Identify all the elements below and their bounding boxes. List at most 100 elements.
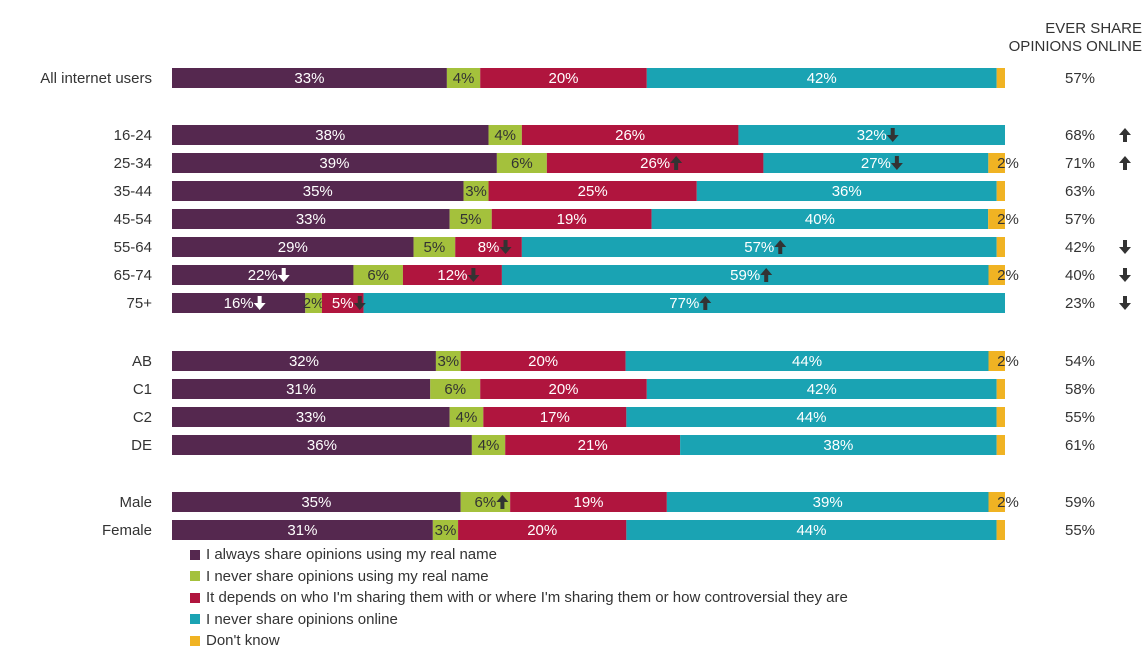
category-label-female: Female [102, 522, 152, 539]
significance-arrow-up-never-online-75--icon [699, 296, 712, 310]
ever-share-value-de: 61% [1065, 437, 1095, 454]
chart-legend: I always share opinions using my real na… [190, 544, 848, 652]
legend-swatch-dont-know [190, 635, 200, 646]
data-label-never-online-16-24: 32% [857, 127, 887, 144]
legend-item-never-online: I never share opinions online [190, 609, 848, 631]
bar-segment-never-online-65-74 [501, 265, 989, 285]
bar-segment-never-real-name-male [460, 492, 511, 512]
ever-share-arrow-up-25-34-icon [1119, 156, 1131, 170]
data-label-never-online-c1: 42% [807, 381, 837, 398]
bar-segment-always-25-34 [172, 153, 497, 173]
significance-arrow-down-never-online-25-34-icon [890, 156, 903, 170]
legend-swatch-always [190, 549, 200, 560]
data-label-never-online-65-74: 59% [730, 267, 760, 284]
bar-segment-never-real-name-35-44 [463, 181, 489, 201]
bar-segment-never-real-name-all-internet-users [446, 68, 481, 88]
category-label-75-: 75+ [127, 295, 153, 312]
legend-label-dont-know: Don't know [206, 632, 280, 650]
data-label-never-online-45-54: 40% [805, 211, 835, 228]
data-label-never-real-name-45-54: 5% [460, 211, 482, 228]
ever-share-arrow-down-75--icon [1119, 296, 1131, 310]
ever-share-value-25-34: 71% [1065, 155, 1095, 172]
ever-share-arrow-down-55-64-icon [1119, 240, 1131, 254]
ever-share-value-ab: 54% [1065, 353, 1095, 370]
data-label-never-real-name-all-internet-users: 4% [453, 70, 475, 87]
bar-segment-depends-de [505, 435, 681, 455]
data-label-dont-know-male: 2% [997, 494, 1019, 511]
bar-segment-never-real-name-de [471, 435, 506, 455]
bar-segment-never-online-35-44 [696, 181, 997, 201]
data-label-never-real-name-55-64: 5% [424, 239, 446, 256]
data-label-depends-male: 19% [573, 494, 603, 511]
bar-segment-always-75- [172, 293, 306, 313]
data-label-never-real-name-c1: 6% [444, 381, 466, 398]
bar-segment-never-online-female [626, 520, 997, 540]
bar-segment-never-real-name-75- [305, 293, 322, 313]
legend-label-always: I always share opinions using my real na… [206, 546, 497, 564]
data-label-depends-all-internet-users: 20% [548, 70, 578, 87]
bar-segment-depends-c1 [480, 379, 647, 399]
bar-segment-never-online-male [666, 492, 989, 512]
data-label-always-c1: 31% [286, 381, 316, 398]
data-label-dont-know-45-54: 2% [997, 211, 1019, 228]
bar-segment-dont-know-c1 [996, 379, 1005, 399]
data-label-depends-16-24: 26% [615, 127, 645, 144]
bar-segment-never-online-16-24 [738, 125, 1005, 145]
bar-segment-always-55-64 [172, 237, 414, 257]
ever-share-value-male: 59% [1065, 494, 1095, 511]
bar-segment-depends-c2 [483, 407, 627, 427]
legend-label-never-real-name: I never share opinions using my real nam… [206, 567, 489, 585]
bar-segment-never-online-de [680, 435, 997, 455]
data-label-never-real-name-25-34: 6% [511, 155, 533, 172]
ever-share-value-65-74: 40% [1065, 267, 1095, 284]
category-label-male: Male [119, 494, 152, 511]
data-label-never-real-name-male: 6% [475, 494, 497, 511]
legend-item-always: I always share opinions using my real na… [190, 544, 848, 566]
data-label-never-online-75-: 77% [669, 295, 699, 312]
data-label-always-16-24: 38% [315, 127, 345, 144]
significance-arrow-down-always-75--icon [253, 296, 266, 310]
bar-segment-always-c1 [172, 379, 431, 399]
bar-segment-never-online-c1 [646, 379, 997, 399]
ever-share-value-c2: 55% [1065, 409, 1095, 426]
category-label-25-34: 25-34 [114, 155, 152, 172]
legend-label-never-online: I never share opinions online [206, 610, 398, 628]
bar-segment-dont-know-de [996, 435, 1005, 455]
data-label-always-45-54: 33% [296, 211, 326, 228]
bar-segment-never-online-c2 [626, 407, 997, 427]
data-label-never-real-name-75-: 2% [303, 295, 325, 312]
ever-share-value-75-: 23% [1065, 295, 1095, 312]
category-label-c2: C2 [133, 409, 152, 426]
significance-arrow-down-depends-75--icon [353, 296, 366, 310]
bar-segment-never-online-25-34 [763, 153, 989, 173]
data-label-always-male: 35% [301, 494, 331, 511]
category-label-de: DE [131, 437, 152, 454]
bar-segment-always-45-54 [172, 209, 450, 229]
bar-segment-never-online-55-64 [521, 237, 997, 257]
ever-share-value-female: 55% [1065, 522, 1095, 539]
bar-segment-depends-45-54 [491, 209, 652, 229]
bar-segment-always-ab [172, 351, 436, 371]
bar-segment-always-male [172, 492, 461, 512]
bar-segment-never-real-name-female [432, 520, 459, 540]
category-label-55-64: 55-64 [114, 239, 152, 256]
bar-segment-dont-know-65-74 [988, 265, 1005, 285]
bar-segment-always-16-24 [172, 125, 489, 145]
bar-segment-depends-65-74 [402, 265, 502, 285]
bar-segment-always-c2 [172, 407, 450, 427]
significance-arrow-up-never-online-65-74-icon [760, 268, 773, 282]
data-label-always-all-internet-users: 33% [294, 70, 324, 87]
data-label-never-real-name-ab: 3% [437, 353, 459, 370]
ever-share-value-16-24: 68% [1065, 127, 1095, 144]
legend-swatch-depends [190, 592, 200, 603]
data-label-never-online-ab: 44% [792, 353, 822, 370]
ever-share-value-35-44: 63% [1065, 183, 1095, 200]
data-label-dont-know-25-34: 2% [997, 155, 1019, 172]
data-label-always-35-44: 35% [303, 183, 333, 200]
ever-share-arrow-up-16-24-icon [1119, 128, 1131, 142]
bar-segment-never-online-45-54 [651, 209, 989, 229]
ever-share-value-all-internet-users: 57% [1065, 70, 1095, 87]
data-label-always-65-74: 22% [248, 267, 278, 284]
category-label-16-24: 16-24 [114, 127, 152, 144]
